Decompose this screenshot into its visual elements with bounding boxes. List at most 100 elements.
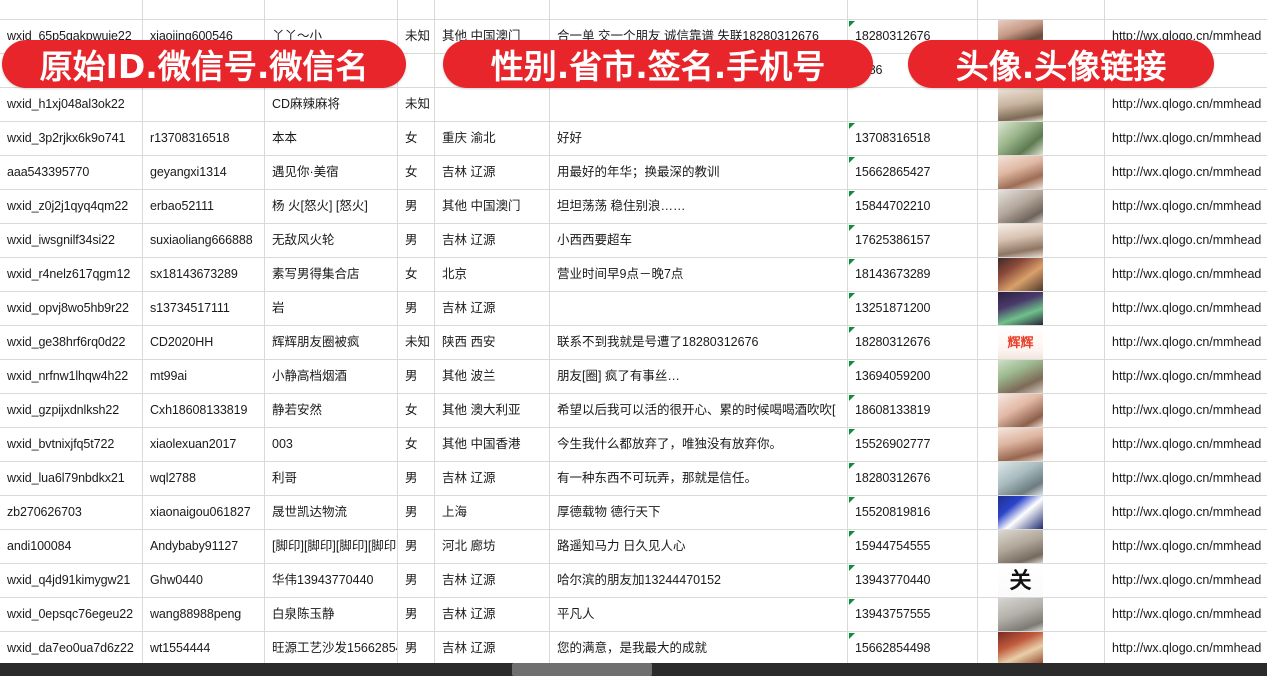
cell-origin-id[interactable]: wxid_iwsgnilf34si22 [0, 224, 143, 257]
cell-province-city[interactable]: 吉林 辽源 [435, 598, 550, 631]
cell-origin-id[interactable]: wxid_q4jd91kimygw21 [0, 564, 143, 597]
cell-avatar-url[interactable]: http://wx.qlogo.cn/mmhead [1112, 369, 1262, 384]
cell-gender[interactable]: 未知 [398, 326, 435, 359]
cell-wechat-id[interactable]: s13734517111 [143, 292, 265, 325]
table-row[interactable]: wxid_nrfnw1lhqw4h22 mt99ai 小静高档烟酒男其他 波兰 朋友[… [0, 360, 1267, 394]
cell-phone[interactable]: 18280312676 [848, 20, 978, 53]
cell-avatar-url[interactable]: http://wx.qlogo.cn/mmhead [1112, 165, 1262, 180]
cell-phone[interactable]: 18143673289 [848, 258, 978, 291]
cell-origin-id[interactable]: wxid_gzpijxdnlksh22 [0, 394, 143, 427]
cell-origin-id[interactable]: wxid_r4nelz617qgm12 [0, 258, 143, 291]
cell-wechat-name[interactable]: 岩 [265, 292, 398, 325]
cell-avatar-url[interactable]: http://wx.qlogo.cn/mmhead [1112, 403, 1262, 418]
cell-origin-id[interactable]: wxid_3p2rjkx6k9o741 [0, 122, 143, 155]
cell-origin-id[interactable]: wxid_opvj8wo5hb9r22 [0, 292, 143, 325]
cell-province-city[interactable]: 北京 [435, 258, 550, 291]
cell-wechat-id[interactable]: sx18143673289 [143, 258, 265, 291]
cell-phone[interactable]: 13943757555 [848, 598, 978, 631]
cell-phone[interactable]: 17625386157 [848, 224, 978, 257]
cell-phone[interactable]: 18280312676 [848, 462, 978, 495]
cell-avatar[interactable]: 辉辉 [978, 326, 1105, 359]
cell-avatar[interactable] [978, 496, 1105, 529]
cell-avatar[interactable] [978, 190, 1105, 223]
cell-phone[interactable]: 13251871200 [848, 292, 978, 325]
table-row[interactable]: wxid_z0j2j1qyq4qm22 erbao52111 杨 火[怒火] [怒火… [0, 190, 1267, 224]
cell-province-city[interactable]: 上海 [435, 496, 550, 529]
cell-avatar-url[interactable]: http://wx.qlogo.cn/mmhead [1112, 131, 1262, 146]
cell-wechat-name[interactable]: 丫丫～小 [265, 20, 398, 53]
cell-signature[interactable] [550, 88, 848, 121]
table-row[interactable]: aaa543395770 geyangxi1314 遇见你·美宿女吉林 辽源 用最好的… [0, 156, 1267, 190]
cell-gender[interactable]: 女 [398, 258, 435, 291]
cell-avatar[interactable] [978, 632, 1105, 665]
cell-avatar[interactable] [978, 462, 1105, 495]
cell-gender[interactable]: 女 [398, 156, 435, 189]
scrollbar-thumb[interactable] [512, 663, 652, 676]
table-row[interactable]: wxid_r4nelz617qgm12 sx18143673289 素写男得集合店女… [0, 258, 1267, 292]
cell-avatar[interactable] [978, 88, 1105, 121]
cell-gender[interactable]: 男 [398, 632, 435, 665]
cell-phone[interactable]: 13943770440 [848, 564, 978, 597]
table-row[interactable]: wxid_ge38hrf6rq0d22 CD2020HH 辉辉朋友圈被疯 未知 陕西 西… [0, 326, 1267, 360]
table-row[interactable]: wxid_opvj8wo5hb9r22 s13734517111 岩男吉林 辽源 13… [0, 292, 1267, 326]
cell-avatar-url[interactable]: http://wx.qlogo.cn/mmhead [1112, 641, 1262, 656]
cell-signature[interactable]: 路遥知马力 日久见人心 [550, 530, 848, 563]
cell-wechat-name[interactable]: 旺源工艺沙发15662854 [265, 632, 398, 665]
cell-avatar-url[interactable]: http://wx.qlogo.cn/mmhead [1112, 505, 1262, 520]
cell-origin-id[interactable]: andi100084 [0, 530, 143, 563]
cell-wechat-id[interactable]: CD2020HH [143, 326, 265, 359]
cell-wechat-id[interactable]: Andybaby91127 [143, 530, 265, 563]
cell-wechat-id[interactable]: geyangxi1314 [143, 156, 265, 189]
cell-origin-id[interactable]: wxid_lua6l79nbdkx21 [0, 462, 143, 495]
cell-phone[interactable]: 15520819816 [848, 496, 978, 529]
cell-wechat-id[interactable]: wt1554444 [143, 632, 265, 665]
cell-gender[interactable]: 女 [398, 394, 435, 427]
cell-gender[interactable]: 男 [398, 530, 435, 563]
cell-signature[interactable]: 希望以后我可以活的很开心、累的时候喝喝酒吹吹[ [550, 394, 848, 427]
cell-province-city[interactable]: 吉林 辽源 [435, 224, 550, 257]
cell-province-city[interactable]: 吉林 辽源 [435, 292, 550, 325]
cell-wechat-name[interactable]: 无敌风火轮 [265, 224, 398, 257]
cell-wechat-name[interactable]: 遇见你·美宿 [265, 156, 398, 189]
cell-gender[interactable]: 女 [398, 122, 435, 155]
cell-origin-id[interactable]: aaa543395770 [0, 156, 143, 189]
cell-avatar-url[interactable]: http://wx.qlogo.cn/mmhead [1112, 233, 1262, 248]
cell-origin-id[interactable]: wxid_bvtnixjfq5t722 [0, 428, 143, 461]
cell-phone[interactable]: 15662854498 [848, 632, 978, 665]
cell-signature[interactable]: 有一种东西不可玩弄，那就是信任。 [550, 462, 848, 495]
table-row[interactable]: wxid_da7eo0ua7d6z22 wt1554444 旺源工艺沙发156628… [0, 632, 1267, 666]
cell-wechat-name[interactable]: 本本 [265, 122, 398, 155]
cell-avatar[interactable] [978, 428, 1105, 461]
cell-avatar-url[interactable]: http://wx.qlogo.cn/mmhead [1112, 97, 1262, 112]
cell-wechat-id[interactable]: xiaonaigou061827 [143, 496, 265, 529]
cell-gender[interactable]: 男 [398, 462, 435, 495]
cell-province-city[interactable]: 其他 波兰 [435, 360, 550, 393]
table-row[interactable]: wxid_bvtnixjfq5t722 xiaolexuan2017 003 女其他 … [0, 428, 1267, 462]
cell-avatar-url[interactable]: http://wx.qlogo.cn/mmhead [1112, 199, 1262, 214]
cell-origin-id[interactable]: zb270626703 [0, 496, 143, 529]
cell-phone[interactable]: 18608133819 [848, 394, 978, 427]
cell-province-city[interactable]: 吉林 辽源 [435, 564, 550, 597]
cell-province-city[interactable]: 重庆 渝北 [435, 122, 550, 155]
cell-avatar-url[interactable]: http://wx.qlogo.cn/mmhead [1112, 573, 1262, 588]
cell-wechat-name[interactable]: 利哥 [265, 462, 398, 495]
cell-wechat-id[interactable]: wql2788 [143, 462, 265, 495]
cell-wechat-name[interactable]: 杨 火[怒火] [怒火] [265, 190, 398, 223]
cell-phone[interactable]: 13694059200 [848, 360, 978, 393]
cell-wechat-name[interactable]: 晟世凯达物流 [265, 496, 398, 529]
cell-signature[interactable]: 联系不到我就是号遭了18280312676 [550, 326, 848, 359]
cell-origin-id[interactable]: wxid_nrfnw1lhqw4h22 [0, 360, 143, 393]
cell-wechat-name[interactable]: 小静高档烟酒 [265, 360, 398, 393]
cell-signature[interactable]: 平凡人 [550, 598, 848, 631]
cell-wechat-id[interactable]: erbao52111 [143, 190, 265, 223]
cell-origin-id[interactable]: wxid_ge38hrf6rq0d22 [0, 326, 143, 359]
cell-province-city[interactable]: 吉林 辽源 [435, 462, 550, 495]
cell-wechat-name[interactable]: 辉辉朋友圈被疯 [265, 326, 398, 359]
cell-avatar-url[interactable]: http://wx.qlogo.cn/mmhead [1112, 301, 1262, 316]
cell-avatar-url[interactable]: http://wx.qlogo.cn/mmhead [1112, 437, 1262, 452]
table-row[interactable]: wxid_3p2rjkx6k9o741 r13708316518 本本女重庆 渝北好… [0, 122, 1267, 156]
table-row[interactable]: andi100084 Andybaby91127 [脚印][脚印][脚印][脚印男河… [0, 530, 1267, 564]
cell-signature[interactable]: 厚德载物 德行天下 [550, 496, 848, 529]
cell-gender[interactable]: 未知 [398, 20, 435, 53]
